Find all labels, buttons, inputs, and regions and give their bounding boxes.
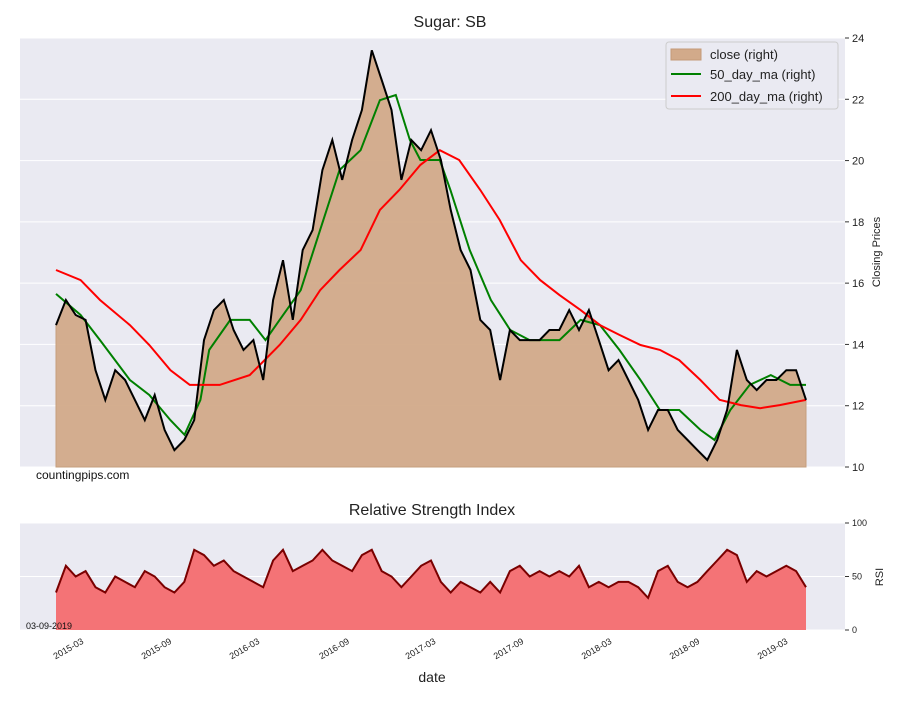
price-y-tick-label: 10 — [852, 462, 864, 474]
price-y-axis-label: Closing Prices — [871, 216, 883, 287]
x-tick-label: 2018-09 — [668, 636, 702, 661]
x-tick-label: 2016-09 — [317, 636, 351, 661]
ma200-line — [55, 149, 807, 410]
rsi-y-tick-label: 100 — [852, 518, 867, 528]
price-y-tick-label: 12 — [852, 401, 864, 413]
legend-box — [665, 41, 839, 110]
x-tick-label: 2015-03 — [52, 636, 86, 661]
rsi-y-tick-label: 50 — [852, 572, 862, 582]
legend-swatch-close — [670, 48, 702, 61]
legend-label-close: close (right) — [710, 47, 778, 62]
rsi-line — [55, 548, 807, 600]
rsi-area — [56, 549, 806, 630]
x-axis-label: date — [418, 669, 445, 685]
legend: close (right) 50_day_ma (right) 200_day_… — [665, 41, 839, 110]
x-tick-label: 2018-03 — [580, 636, 614, 661]
price-chart-title: Sugar: SB — [414, 14, 487, 31]
price-y-tick-label: 20 — [852, 156, 864, 168]
close-line — [55, 49, 807, 462]
date-annotation: 03-09-2019 — [26, 621, 72, 631]
price-y-tick-label: 14 — [852, 339, 864, 351]
x-tick-label: 2017-09 — [492, 636, 526, 661]
x-tick-label: 2017-03 — [404, 636, 438, 661]
x-tick-label: 2015-09 — [140, 636, 174, 661]
price-y-tick-label: 22 — [852, 94, 864, 106]
rsi-chart-title: Relative Strength Index — [349, 502, 515, 519]
x-tick-label: 2016-03 — [228, 636, 262, 661]
legend-label-ma200: 200_day_ma (right) — [710, 89, 823, 104]
x-tick-label: 2019-03 — [756, 636, 790, 661]
price-y-tick-label: 24 — [852, 33, 864, 45]
rsi-y-axis-label: RSI — [874, 568, 886, 586]
rsi-y-tick-label: 0 — [852, 625, 857, 635]
watermark: countingpips.com — [36, 468, 129, 482]
price-y-tick-label: 18 — [852, 217, 864, 229]
legend-label-ma50: 50_day_ma (right) — [710, 67, 816, 82]
price-y-tick-label: 16 — [852, 278, 864, 290]
